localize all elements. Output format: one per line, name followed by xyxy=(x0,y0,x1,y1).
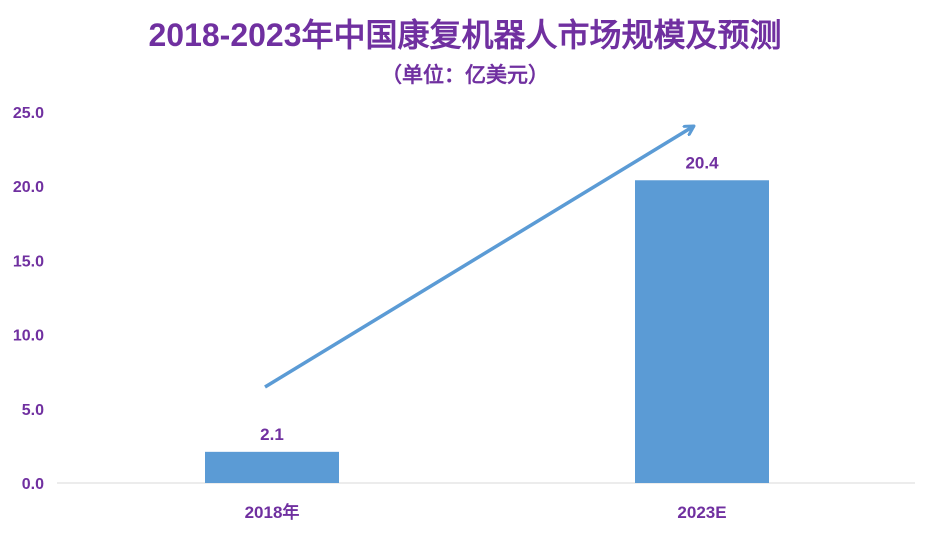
y-tick-label: 0.0 xyxy=(22,476,44,493)
bar-value-label: 2.1 xyxy=(260,425,284,444)
y-tick-label: 25.0 xyxy=(13,105,44,122)
x-tick-label: 2023E xyxy=(677,503,726,522)
chart-subtitle: （单位：亿美元） xyxy=(381,63,549,87)
y-axis: 0.0 5.0 10.0 15.0 20.0 25.0 xyxy=(13,105,44,493)
chart-title: 2018-2023年中国康复机器人市场规模及预测 xyxy=(148,17,781,53)
y-tick-label: 10.0 xyxy=(13,328,44,345)
x-axis: 2018年 2023E xyxy=(245,502,727,522)
y-tick-label: 5.0 xyxy=(22,402,44,419)
bar-value-label: 20.4 xyxy=(685,153,719,172)
x-tick-label: 2018年 xyxy=(245,502,300,522)
y-tick-label: 20.0 xyxy=(13,179,44,196)
bars xyxy=(205,180,769,483)
bar xyxy=(205,451,339,483)
y-tick-label: 15.0 xyxy=(13,253,44,270)
trend-arrow xyxy=(264,126,694,389)
data-labels: 2.1 20.4 xyxy=(260,153,719,444)
bar xyxy=(635,180,769,483)
